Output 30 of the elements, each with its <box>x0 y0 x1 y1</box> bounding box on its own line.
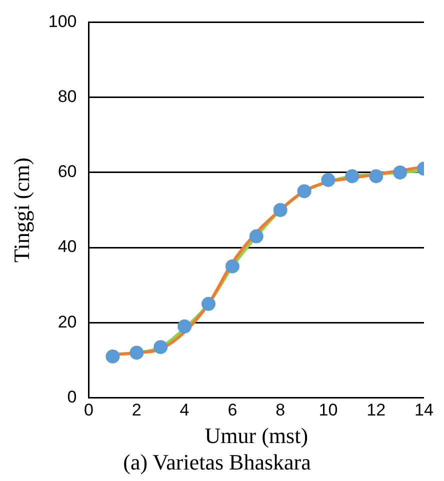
point <box>106 349 120 364</box>
point <box>201 296 216 311</box>
point <box>154 340 168 354</box>
point <box>321 172 336 187</box>
x-tick-label: 0 <box>84 400 94 420</box>
x-tick-label: 14 <box>414 400 434 420</box>
y-tick-label: 20 <box>58 312 77 332</box>
x-axis-title: Umur (mst) <box>204 423 308 448</box>
y-tick-label: 40 <box>58 237 77 256</box>
x-tick-label: 4 <box>180 400 190 420</box>
point <box>345 169 360 184</box>
point <box>297 184 312 198</box>
y-tick-label: 0 <box>67 387 77 406</box>
y-tick-label: 60 <box>58 162 77 182</box>
point <box>369 169 384 184</box>
point <box>225 259 240 274</box>
x-tick-label: 12 <box>366 400 386 420</box>
point <box>130 346 144 360</box>
y-tick-label: 80 <box>58 87 77 106</box>
x-tick-label: 8 <box>276 400 286 420</box>
point <box>249 229 264 244</box>
y-axis-title: Tinggi (cm) <box>8 158 34 262</box>
point <box>178 319 192 334</box>
point <box>273 203 288 217</box>
point <box>393 165 408 180</box>
x-tick-label: 2 <box>132 400 142 420</box>
text: (a) Varietas Bhaskara <box>123 450 312 475</box>
x-tick-label: 10 <box>318 400 338 420</box>
x-tick-label: 6 <box>228 400 238 420</box>
y-tick-label: 100 <box>48 12 77 31</box>
